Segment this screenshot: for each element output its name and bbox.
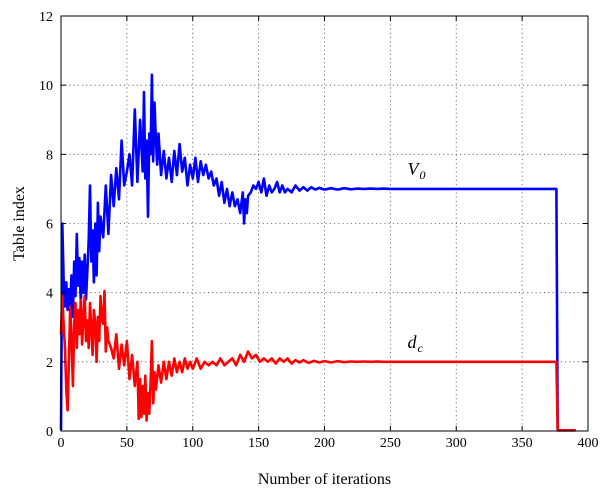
x-axis-title: Number of iterations — [258, 471, 391, 488]
y-tick-label: 6 — [46, 218, 53, 233]
series-label-main: d — [408, 332, 418, 352]
series-line-dc — [59, 289, 577, 432]
x-tick-label: 250 — [380, 436, 401, 451]
series-label-sub: c — [418, 341, 424, 355]
series-label-dc: dc — [408, 332, 424, 355]
y-axis-title: Table index — [11, 186, 28, 261]
y-tick-label: 8 — [46, 148, 53, 163]
y-tick-label: 2 — [46, 356, 53, 371]
grid-layer — [61, 16, 588, 431]
x-tick-label: 150 — [248, 436, 269, 451]
series-label-main: V — [408, 159, 421, 179]
y-tick-label: 0 — [46, 425, 53, 440]
series-label-sub: 0 — [420, 168, 426, 182]
series-line-V0 — [59, 73, 577, 432]
x-tick-label: 350 — [512, 436, 533, 451]
y-tick-label: 10 — [39, 79, 53, 94]
series-label-V0: V0 — [408, 159, 426, 182]
x-tick-label: 300 — [446, 436, 467, 451]
x-tick-label: 200 — [314, 436, 335, 451]
x-tick-label: 400 — [578, 436, 599, 451]
x-tick-label: 0 — [58, 436, 65, 451]
labels-layer: V0 dc — [408, 159, 426, 355]
x-tick-label: 50 — [120, 436, 134, 451]
y-tick-label: 4 — [46, 287, 53, 302]
y-tick-label: 12 — [39, 10, 53, 25]
ticks-layer: 0 50 100 150 200 250 300 350 400 0 2 4 6 8 10 12 — [39, 10, 599, 451]
x-tick-label: 100 — [182, 436, 203, 451]
series-layer — [59, 73, 577, 432]
plot-frame — [60, 15, 589, 432]
